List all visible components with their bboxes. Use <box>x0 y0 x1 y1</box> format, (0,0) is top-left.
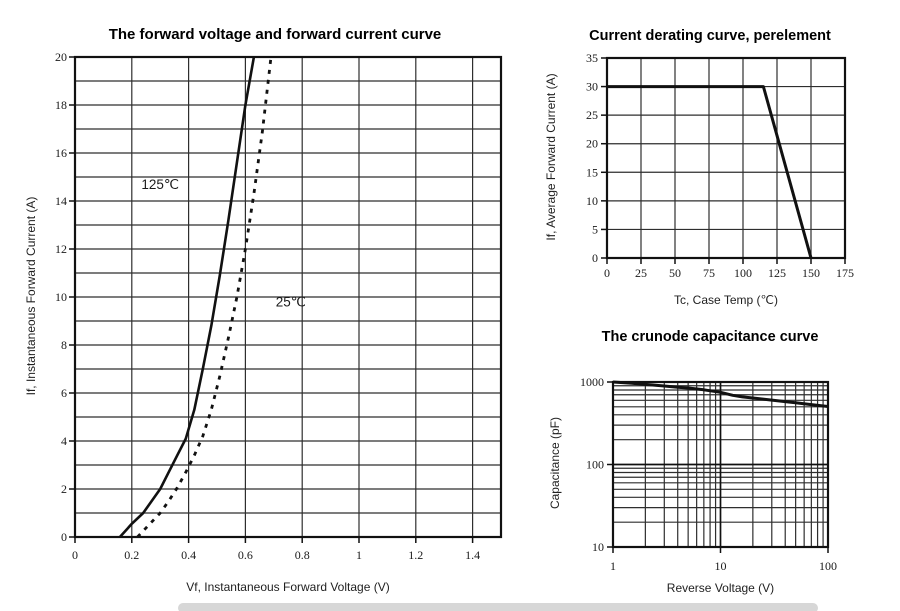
x-tick-label: 150 <box>802 266 820 280</box>
series-label: 25℃ <box>276 295 306 310</box>
y-tick-label: 14 <box>55 194 67 208</box>
derating-chart-title: Current derating curve, perelement <box>589 28 831 44</box>
page-edge-strip <box>178 603 818 611</box>
derating-chart: Current derating curve, perelement If, A… <box>520 0 900 320</box>
plot-frame <box>605 56 847 260</box>
x-tick-label: 25 <box>635 266 647 280</box>
forward-chart-x-axis-label: Vf, Instantaneous Forward Voltage (V) <box>186 580 390 594</box>
y-tick-label: 1000 <box>580 375 604 389</box>
x-tick-label: 0 <box>604 266 610 280</box>
y-tick-label: 25 <box>586 108 598 122</box>
x-tick-label: 1.4 <box>465 548 480 562</box>
x-tick-label: 125 <box>768 266 786 280</box>
capacitance-chart-plot: 1 10 100 10 100 1000 <box>580 375 837 573</box>
x-tick-label: 0.8 <box>295 548 310 562</box>
x-tick-label: 0 <box>72 548 78 562</box>
x-tick-label: 175 <box>836 266 854 280</box>
y-tick-label: 10 <box>592 540 604 554</box>
y-tick-label: 12 <box>55 242 67 256</box>
x-tick-label: 50 <box>669 266 681 280</box>
curve-125 <box>118 56 256 538</box>
y-tick-label: 2 <box>61 482 67 496</box>
derating-chart-x-axis-label: Tc, Case Temp (℃) <box>674 293 778 307</box>
derating-chart-plot: 0 25 50 75 100 125 150 175 0 5 10 15 20 25 30 35 <box>586 51 854 280</box>
x-tick-label: 0.6 <box>238 548 253 562</box>
y-tick-label: 35 <box>586 51 598 65</box>
x-tick-label: 0.2 <box>124 548 139 562</box>
y-tick-label: 4 <box>61 434 67 448</box>
y-tick-label: 10 <box>586 194 598 208</box>
curve-junctioncapacitance <box>612 380 829 408</box>
capacitance-chart-title: The crunode capacitance curve <box>601 329 819 345</box>
y-tick-label: 20 <box>586 137 598 151</box>
x-tick-label: 10 <box>715 559 727 573</box>
curve-derating <box>607 85 813 259</box>
y-tick-label: 20 <box>55 50 67 64</box>
y-tick-label: 15 <box>586 165 598 179</box>
y-tick-label: 8 <box>61 338 67 352</box>
x-tick-label: 1 <box>356 548 362 562</box>
y-tick-label: 0 <box>61 530 67 544</box>
x-tick-label: 75 <box>703 266 715 280</box>
x-tick-label: 1.2 <box>408 548 423 562</box>
y-tick-label: 18 <box>55 98 67 112</box>
forward-chart-title: The forward voltage and forward current … <box>108 26 442 43</box>
capacitance-chart: The crunode capacitance curve Capacitanc… <box>520 320 900 611</box>
x-tick-label: 100 <box>819 559 837 573</box>
y-tick-label: 0 <box>592 251 598 265</box>
curve-25 <box>136 56 273 538</box>
y-tick-label: 6 <box>61 386 67 400</box>
forward-chart-plot: 0 0.2 0.4 0.6 0.8 1 1.2 1.4 0 2 4 6 8 10 12 14 16 18 20 125… <box>55 50 503 562</box>
y-tick-label: 16 <box>55 146 67 160</box>
series-label: 125℃ <box>141 177 179 192</box>
y-tick-label: 10 <box>55 290 67 304</box>
forward-current-chart: The forward voltage and forward current … <box>24 26 503 594</box>
y-tick-label: 30 <box>586 80 598 94</box>
y-tick-label: 100 <box>586 458 604 472</box>
x-tick-label: 0.4 <box>181 548 196 562</box>
y-tick-label: 5 <box>592 222 598 236</box>
x-tick-label: 1 <box>610 559 616 573</box>
x-tick-label: 100 <box>734 266 752 280</box>
capacitance-chart-x-axis-label: Reverse Voltage (V) <box>666 581 775 595</box>
